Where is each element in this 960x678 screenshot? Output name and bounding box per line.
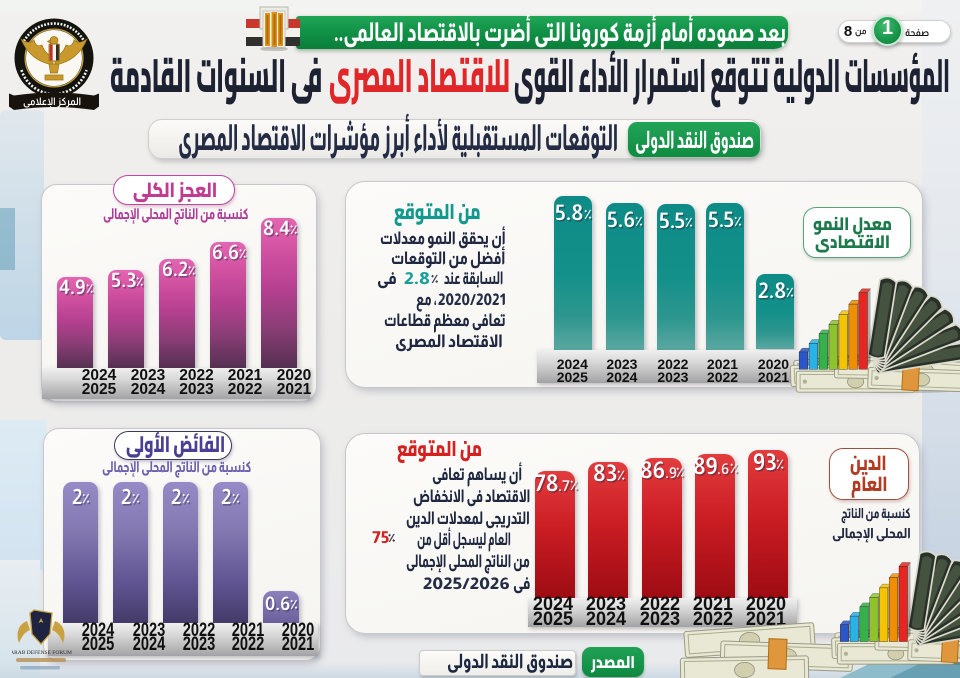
svg-text:ARAB DEFENSE FORUM: ARAB DEFENSE FORUM: [12, 650, 72, 656]
